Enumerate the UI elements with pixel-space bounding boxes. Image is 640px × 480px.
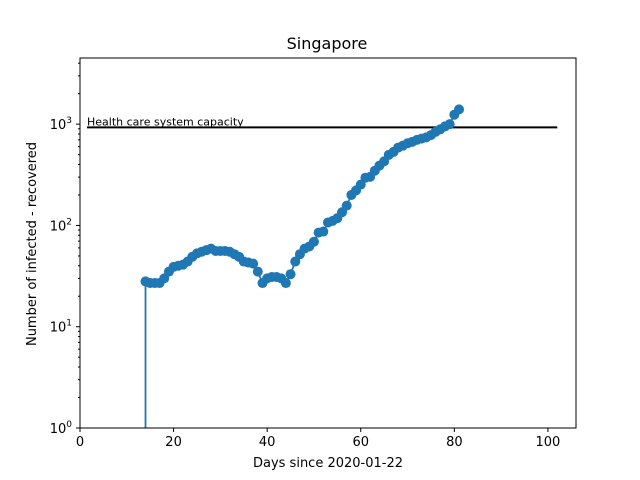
data-point bbox=[454, 104, 465, 115]
x-tick-label: 60 bbox=[352, 435, 369, 450]
data-point bbox=[252, 266, 263, 277]
data-point bbox=[444, 119, 455, 130]
y-tick-label: 101 bbox=[50, 319, 72, 336]
chart-title: Singapore bbox=[287, 34, 368, 53]
plot-frame bbox=[79, 57, 577, 429]
data-point bbox=[318, 226, 329, 237]
x-tick-label: 80 bbox=[446, 435, 463, 450]
y-tick-label: 103 bbox=[50, 116, 72, 133]
y-tick-label: 102 bbox=[50, 217, 72, 234]
x-tick-label: 40 bbox=[259, 435, 276, 450]
data-point bbox=[341, 200, 352, 211]
x-tick-label: 20 bbox=[165, 435, 182, 450]
y-tick-label: 100 bbox=[50, 420, 73, 437]
y-axis-title: Number of infected - recovered bbox=[25, 142, 40, 346]
data-point bbox=[290, 256, 301, 267]
capacity-label: Health care system capacity bbox=[87, 115, 244, 128]
data-point bbox=[308, 236, 319, 247]
data-point bbox=[248, 258, 259, 269]
x-axis-title: Days since 2020-01-22 bbox=[253, 456, 403, 471]
x-tick-label: 0 bbox=[76, 435, 84, 450]
series-line bbox=[144, 108, 460, 428]
plot-area: Health care system capacity bbox=[87, 104, 558, 428]
axes: 0 20 40 60 80 100 100 101 102 103 bbox=[50, 57, 577, 450]
data-point bbox=[280, 278, 291, 289]
x-tick-label: 100 bbox=[536, 435, 561, 450]
data-point bbox=[285, 269, 296, 280]
